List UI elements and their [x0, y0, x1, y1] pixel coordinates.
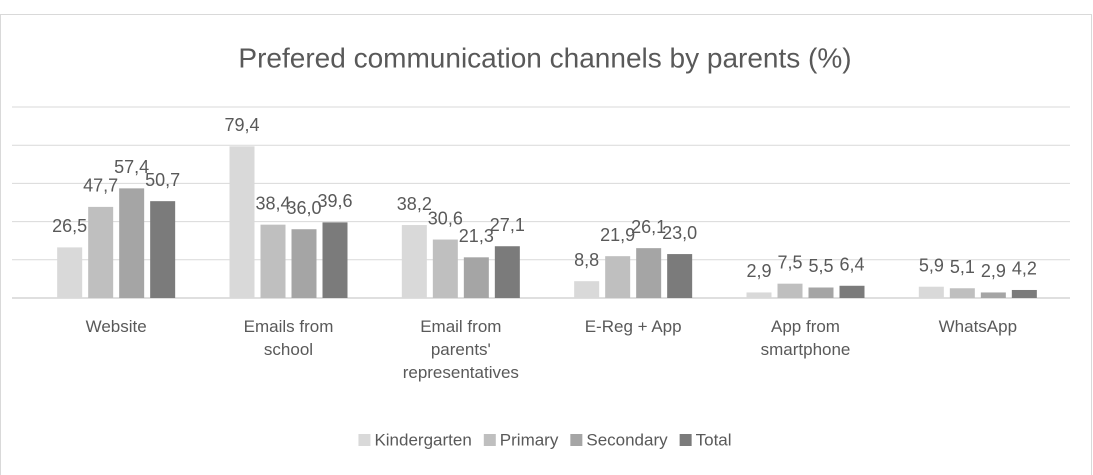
data-label: 5,9: [919, 255, 944, 275]
data-label: 7,5: [777, 252, 802, 272]
bar: [808, 287, 834, 298]
data-label: 27,1: [490, 215, 525, 235]
x-tick-label: App from smartphone: [761, 317, 851, 359]
bar: [322, 222, 348, 298]
x-tick-label: WhatsApp: [939, 317, 1017, 336]
data-label: 26,1: [631, 217, 666, 237]
data-label: 38,2: [397, 194, 432, 214]
data-label: 39,6: [317, 191, 352, 211]
legend-label: Secondary: [586, 430, 668, 449]
bar: [918, 286, 944, 298]
bar: [291, 229, 317, 298]
bar: [1011, 289, 1037, 298]
data-label: 2,9: [746, 261, 771, 281]
bar: [980, 292, 1006, 298]
bar: [574, 281, 600, 298]
data-label: 2,9: [981, 261, 1006, 281]
bar: [777, 283, 803, 298]
legend-swatch: [483, 434, 496, 446]
data-label: 6,4: [839, 255, 864, 275]
bar: [229, 146, 255, 298]
data-label: 21,3: [459, 226, 494, 246]
bar: [57, 247, 83, 298]
data-label: 8,8: [574, 250, 599, 270]
bar: [746, 292, 772, 298]
legend-swatch: [679, 434, 692, 446]
data-label: 30,6: [428, 208, 463, 228]
data-label: 38,4: [255, 193, 290, 213]
data-label: 50,7: [145, 170, 180, 190]
legend-swatch: [570, 434, 583, 446]
legend: Kindergarten Primary Secondary Total: [358, 430, 732, 449]
data-label: 79,4: [224, 115, 259, 135]
bar: [949, 288, 975, 298]
data-label: 57,4: [114, 157, 149, 177]
bar: [401, 225, 427, 298]
data-label: 47,7: [83, 176, 118, 196]
data-label: 36,0: [286, 198, 321, 218]
legend-swatch: [358, 434, 371, 446]
chart-frame: [0, 14, 1092, 475]
data-label: 23,0: [662, 223, 697, 243]
bar: [494, 246, 520, 298]
x-tick-label: Email from parents' representatives: [403, 317, 519, 382]
bar: [636, 248, 662, 298]
legend-label: Kindergarten: [374, 430, 471, 449]
bar: [432, 239, 458, 298]
chart-title: Prefered communication channels by paren…: [238, 42, 851, 73]
x-tick-label: Website: [86, 317, 147, 336]
bar: [88, 206, 114, 298]
data-label: 5,1: [950, 257, 975, 277]
bar: [260, 224, 286, 298]
bar: [667, 254, 693, 298]
legend-label: Total: [696, 430, 732, 449]
bar: [150, 201, 176, 298]
data-label: 21,9: [600, 225, 635, 245]
bar: [119, 188, 145, 298]
bar: [839, 285, 865, 298]
data-label: 4,2: [1012, 259, 1037, 279]
legend-label: Primary: [500, 430, 559, 449]
bar: [463, 257, 489, 298]
bar: [605, 256, 631, 298]
data-label: 5,5: [808, 256, 833, 276]
x-tick-label: E-Reg + App: [585, 317, 682, 336]
x-tick-label: Emails from school: [244, 317, 334, 359]
data-label: 26,5: [52, 216, 87, 236]
